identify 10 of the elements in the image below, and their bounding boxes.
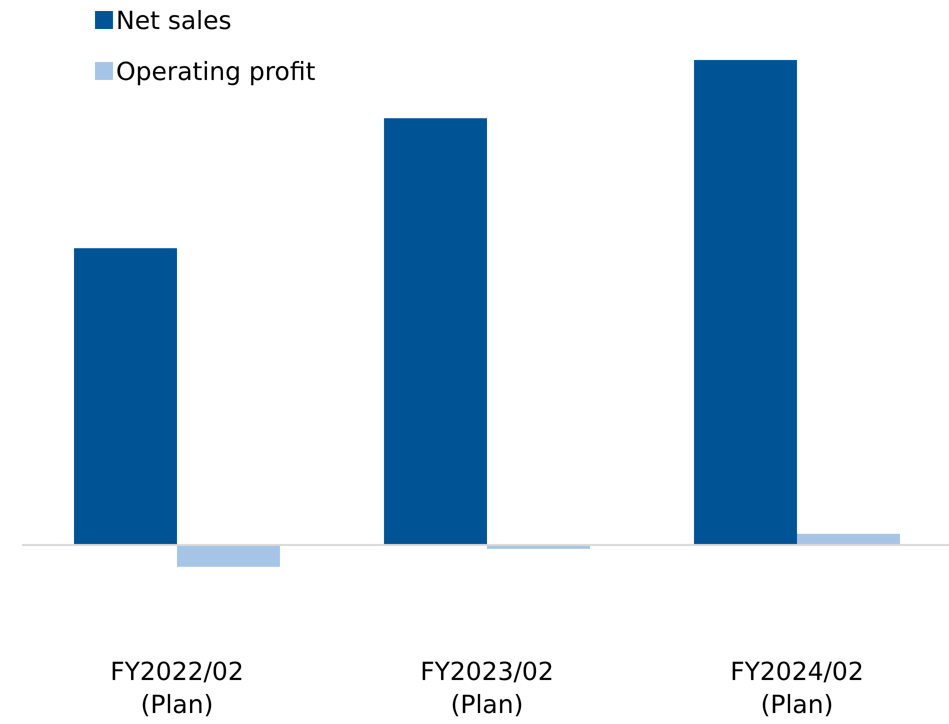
legend-label: Operating profit [116, 57, 316, 86]
bar [694, 60, 797, 545]
x-tick-label: FY2023/02 (Plan) [420, 657, 554, 719]
x-tick-label: FY2024/02 (Plan) [730, 657, 864, 719]
bar [384, 118, 487, 545]
x-tick-label: FY2022/02 (Plan) [110, 657, 244, 719]
bar [177, 545, 280, 567]
legend-label: Net sales [116, 6, 232, 35]
bar [797, 534, 900, 545]
bar [74, 248, 177, 545]
